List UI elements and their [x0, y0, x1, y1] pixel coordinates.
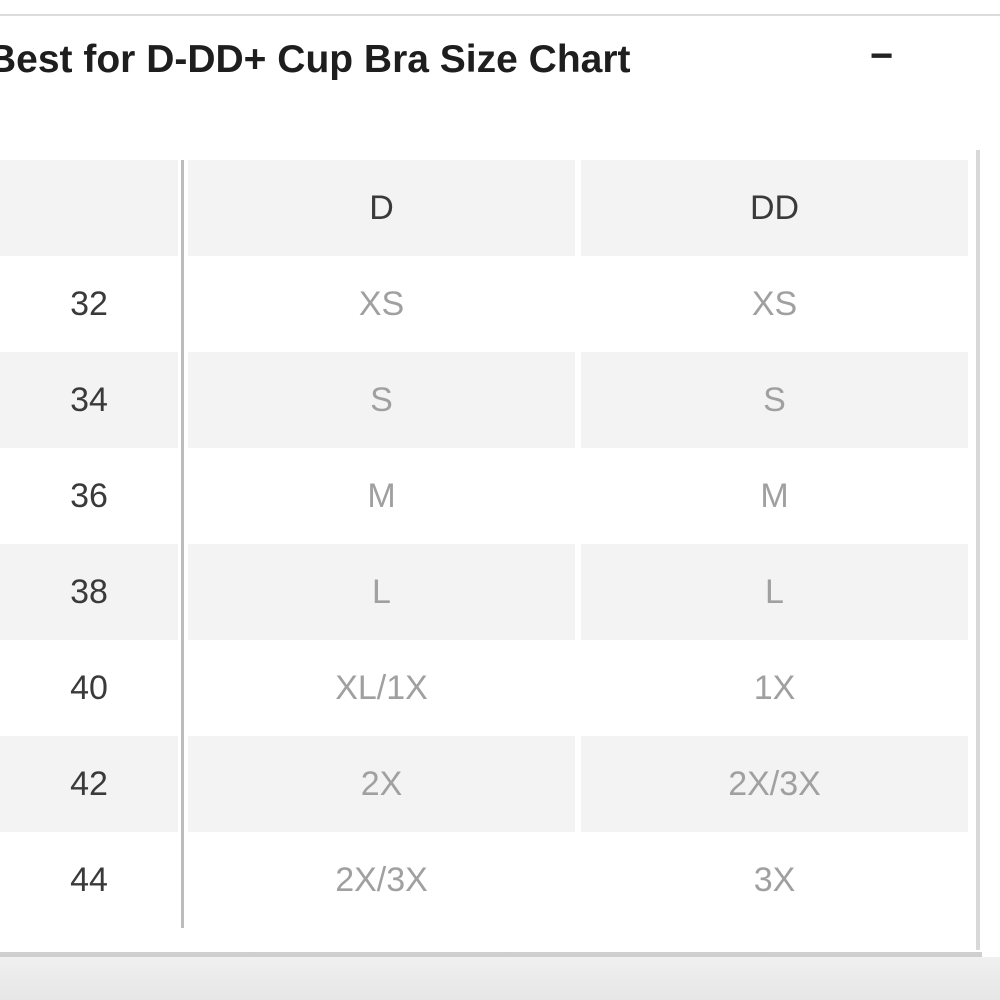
table-border	[976, 150, 980, 950]
collapse-toggle[interactable]: −	[870, 34, 894, 78]
size-cell: 2X/3X	[581, 736, 968, 832]
header-cell	[0, 160, 178, 256]
band-size: 34	[0, 352, 178, 448]
column-header: D	[188, 160, 575, 256]
size-cell: 2X/3X	[335, 860, 428, 899]
band-size: 38	[0, 544, 178, 640]
size-cell: 3X	[753, 860, 796, 899]
size-cell: XL/1X	[335, 668, 428, 707]
size-cell: S	[188, 352, 575, 448]
size-cell: L	[188, 544, 575, 640]
size-cell: 2X	[188, 736, 575, 832]
size-cell: XS	[358, 284, 405, 323]
size-cell: L	[581, 544, 968, 640]
band-size: 36	[70, 476, 108, 515]
band-size: 44	[70, 860, 108, 899]
column-divider	[181, 160, 184, 928]
size-cell: M	[367, 476, 396, 515]
band-size: 42	[0, 736, 178, 832]
footer	[0, 957, 1000, 1000]
band-size: 32	[70, 284, 108, 323]
size-cell: 1X	[753, 668, 796, 707]
column-header: DD	[581, 160, 968, 256]
size-cell: S	[581, 352, 968, 448]
size-cell: XS	[751, 284, 798, 323]
top-rule	[0, 14, 1000, 16]
bottom-rule	[0, 952, 982, 957]
section-title: Best for D-DD+ Cup Bra Size Chart	[0, 38, 631, 81]
band-size: 40	[70, 668, 108, 707]
size-cell: M	[760, 476, 789, 515]
